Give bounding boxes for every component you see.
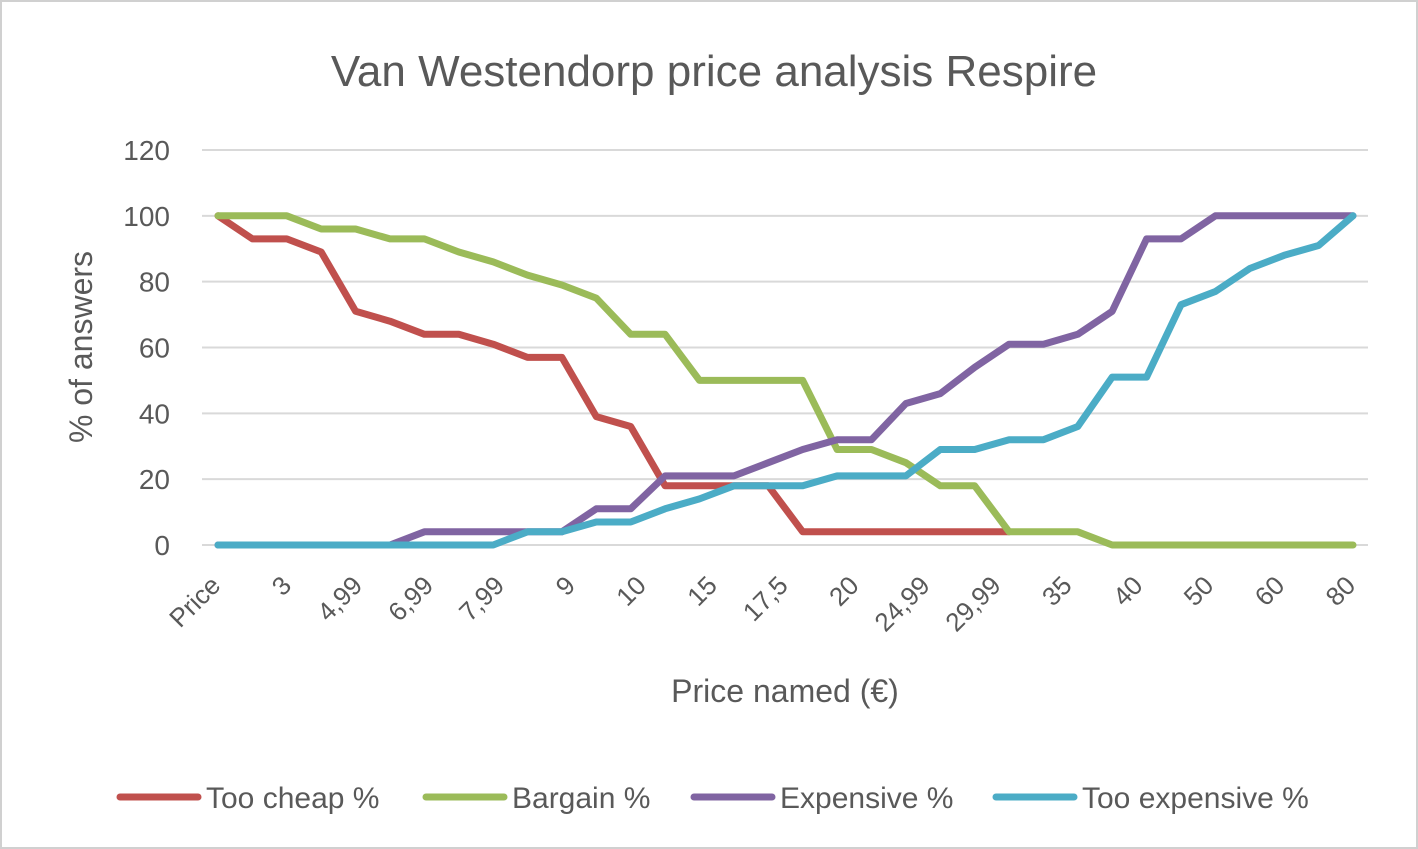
x-tick-label: Price — [163, 570, 226, 633]
x-tick-label: 17,5 — [737, 570, 794, 627]
y-tick-label: 100 — [123, 201, 170, 232]
y-tick-label: 40 — [139, 398, 170, 429]
x-tick-label: 10 — [610, 570, 652, 612]
x-tick-label: 35 — [1036, 570, 1078, 612]
legend-label: Expensive % — [780, 782, 953, 815]
y-axis-label: % of answers — [63, 251, 99, 443]
x-tick-label: 7,99 — [453, 570, 510, 627]
x-tick-label: 6,99 — [382, 570, 439, 627]
y-tick-label: 20 — [139, 464, 170, 495]
series-lines — [214, 212, 1357, 549]
x-tick-label: 40 — [1107, 570, 1149, 612]
x-tick-label: 20 — [823, 570, 865, 612]
series-line — [214, 212, 1357, 549]
x-tick-label: 3 — [266, 570, 297, 601]
series-line — [214, 212, 1013, 536]
legend: Too cheap % Bargain % Expensive % Too expen… — [116, 782, 1309, 815]
x-axis-label: Price named (€) — [671, 673, 899, 709]
x-tick-label: 24,99 — [868, 570, 935, 637]
legend-label: Too cheap % — [206, 782, 379, 815]
x-tick-label: 60 — [1249, 570, 1291, 612]
legend-label: Bargain % — [512, 782, 650, 815]
x-tick-label: 50 — [1178, 570, 1220, 612]
y-tick-label: 80 — [139, 267, 170, 298]
legend-label: Too expensive % — [1082, 782, 1309, 815]
x-tick-label: 9 — [549, 570, 580, 601]
x-tick-label: 15 — [681, 570, 723, 612]
y-tick-label: 120 — [123, 135, 170, 166]
x-tick-label: 80 — [1320, 570, 1362, 612]
x-tick-label: 4,99 — [311, 570, 368, 627]
grid — [202, 149, 1368, 546]
series-line — [214, 212, 1357, 549]
chart-title: Van Westendorp price analysis Respire — [331, 47, 1097, 96]
x-tick-label: 29,99 — [939, 570, 1006, 637]
y-tick-label: 0 — [154, 530, 170, 561]
y-ticks: 0 20 40 60 80 100 120 — [123, 135, 170, 561]
x-ticks: Price 3 4,99 6,99 7,99 9 10 15 17,5 20 24,99 29,99 3… — [163, 570, 1361, 637]
series-line — [214, 212, 1357, 549]
y-tick-label: 60 — [139, 333, 170, 364]
